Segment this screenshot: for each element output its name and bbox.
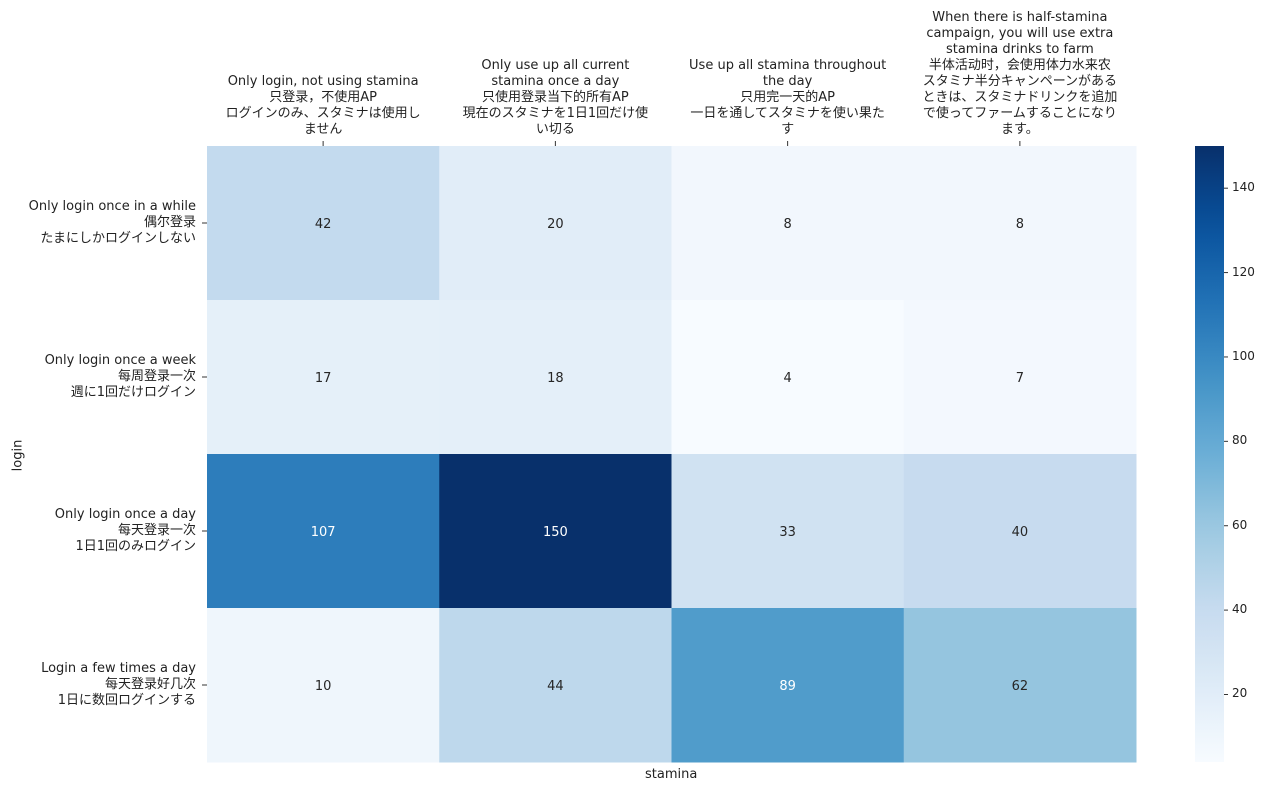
heatmap-cell-r3-c2 bbox=[671, 608, 905, 763]
heatmap-cell-r1-c0 bbox=[207, 300, 440, 455]
x-tick-label-0: Only login, not using stamina 只登录，不使用AP … bbox=[225, 74, 421, 137]
colorbar-tick-label-5: 120 bbox=[1232, 264, 1255, 279]
cell-value-r3-c0: 10 bbox=[315, 679, 332, 694]
cell-value-r3-c2: 89 bbox=[779, 679, 796, 694]
heatmap-cell-r2-c1 bbox=[439, 454, 672, 609]
cell-value-r2-c1: 150 bbox=[543, 525, 568, 540]
colorbar bbox=[1195, 146, 1224, 762]
cell-value-r1-c2: 4 bbox=[783, 371, 791, 386]
colorbar-tick-label-0: 20 bbox=[1232, 686, 1248, 701]
colorbar-tick-label-6: 140 bbox=[1232, 180, 1255, 195]
heatmap-cell-r0-c2 bbox=[671, 146, 905, 301]
cell-value-r0-c1: 20 bbox=[547, 217, 564, 232]
cell-value-r0-c2: 8 bbox=[783, 217, 791, 232]
cell-value-r1-c3: 7 bbox=[1016, 371, 1024, 386]
cell-value-r2-c3: 40 bbox=[1012, 525, 1029, 540]
colorbar-tick-label-4: 100 bbox=[1232, 348, 1255, 363]
heatmap-cell-r0-c3 bbox=[903, 146, 1137, 301]
y-tick-label-1: Only login once a week 每周登录一次 週に1回だけログイン bbox=[44, 353, 196, 400]
heatmap-cell-r3-c3 bbox=[903, 608, 1137, 763]
colorbar-tick-label-3: 80 bbox=[1232, 433, 1248, 448]
cell-value-r0-c3: 8 bbox=[1016, 217, 1024, 232]
x-axis-label: stamina bbox=[645, 767, 698, 782]
colorbar-tick-label-2: 60 bbox=[1232, 517, 1248, 532]
cell-value-r2-c0: 107 bbox=[311, 525, 336, 540]
heatmap-cell-r1-c2 bbox=[671, 300, 905, 455]
heatmap-cell-r1-c3 bbox=[903, 300, 1137, 455]
y-axis-label: login bbox=[10, 439, 26, 472]
heatmap-cell-r2-c3 bbox=[903, 454, 1137, 609]
x-tick-label-2: Use up all stamina throughout the day 只用… bbox=[689, 58, 887, 137]
heatmap-cell-r3-c0 bbox=[207, 608, 440, 763]
cell-value-r1-c0: 17 bbox=[315, 371, 332, 386]
cell-value-r3-c1: 44 bbox=[547, 679, 564, 694]
x-tick-label-3: When there is half-stamina campaign, you… bbox=[922, 10, 1118, 137]
heatmap-cell-r2-c2 bbox=[671, 454, 905, 609]
cell-value-r3-c3: 62 bbox=[1012, 679, 1029, 694]
cell-value-r0-c0: 42 bbox=[315, 217, 332, 232]
heatmap-cell-r1-c1 bbox=[439, 300, 672, 455]
heatmap-cell-r3-c1 bbox=[439, 608, 672, 763]
heatmap-cell-r0-c0 bbox=[207, 146, 440, 301]
y-tick-label-3: Login a few times a day 每天登录好几次 1日に数回ログイ… bbox=[41, 661, 196, 708]
heatmap-cell-r2-c0 bbox=[207, 454, 440, 609]
y-tick-label-0: Only login once in a while 偶尔登录 たまにしかログイ… bbox=[28, 199, 196, 246]
heatmap-cell-r0-c1 bbox=[439, 146, 672, 301]
colorbar-tick-label-1: 40 bbox=[1232, 602, 1248, 617]
cell-value-r1-c1: 18 bbox=[547, 371, 564, 386]
cell-value-r2-c2: 33 bbox=[779, 525, 796, 540]
x-tick-label-1: Only use up all current stamina once a d… bbox=[462, 58, 649, 137]
y-tick-label-2: Only login once a day 每天登录一次 1日1回のみログイン bbox=[54, 507, 196, 554]
